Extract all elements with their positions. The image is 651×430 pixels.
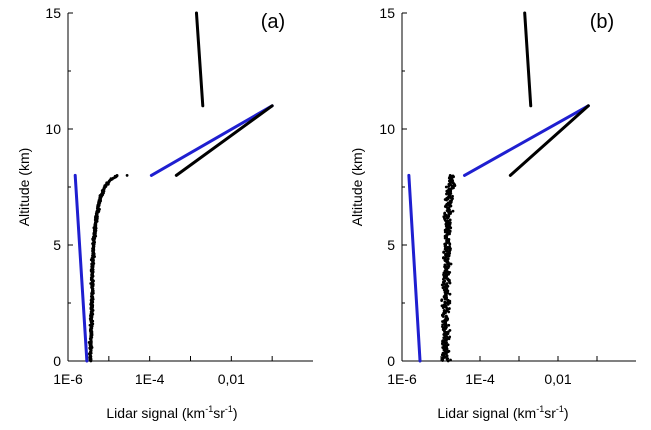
measured-point [109, 177, 113, 181]
measured-point [448, 174, 452, 177]
y-tick-label: 10 [45, 121, 61, 137]
measured-point [441, 277, 445, 281]
x-ticks: 1E-6 1E-4 0,01 [53, 356, 273, 387]
measured-point [448, 307, 451, 310]
y-tick-label: 10 [379, 121, 395, 137]
measured-point [443, 211, 447, 215]
panel-label: (b) [590, 11, 614, 33]
plot-area [407, 11, 590, 363]
x-tick-label: 0,01 [544, 371, 571, 387]
measured-point [443, 300, 447, 304]
plot-area [73, 11, 274, 363]
measured-signal-line [174, 104, 274, 177]
measured-point [442, 250, 446, 254]
measured-point [448, 245, 451, 249]
measured-point [442, 256, 445, 259]
y-tick-label: 15 [45, 5, 61, 21]
measured-point [447, 310, 451, 314]
model-signal-line [73, 173, 89, 363]
x-tick-label: 1E-6 [53, 371, 83, 387]
model-signal-line [462, 104, 590, 177]
measured-point [443, 263, 447, 267]
y-tick-label: 5 [387, 237, 395, 253]
measured-point [446, 343, 450, 347]
panel-label: (a) [261, 11, 285, 33]
measured-point [448, 328, 452, 332]
measured-point [444, 185, 448, 189]
measured-point [446, 219, 450, 223]
measured-signal-line [523, 11, 533, 108]
x-tick-label: 0,01 [218, 371, 245, 387]
measured-point [440, 298, 444, 302]
x-tick-label: 1E-4 [465, 371, 495, 387]
y-ticks: 0 5 10 15 [45, 5, 73, 369]
x-axis-label: Lidar signal (km-1sr-1) [106, 404, 237, 421]
measured-point [441, 356, 445, 360]
model-signal-line [149, 104, 274, 177]
measured-point [447, 185, 451, 188]
measured-point [451, 209, 455, 213]
measured-point [125, 174, 129, 177]
measured-point [448, 335, 452, 339]
panel-a: 0 5 10 15 1E-6 1E-4 0,01 (a) Altitude (km) Li… [16, 5, 313, 421]
x-axis-label: Lidar signal (km-1sr-1) [437, 404, 568, 421]
y-tick-label: 0 [387, 353, 395, 369]
measured-point [448, 218, 452, 222]
measured-point [444, 314, 448, 318]
measured-point [115, 174, 119, 177]
measured-point [446, 357, 450, 361]
measured-point [449, 358, 452, 362]
measured-point [451, 174, 455, 178]
panel-b: 0 5 10 15 1E-6 1E-4 0,01 (b) Altitude (km) Li… [349, 5, 636, 421]
x-tick-label: 1E-4 [135, 371, 165, 387]
measured-point [447, 323, 451, 327]
measured-point [442, 215, 446, 219]
measured-point [451, 197, 454, 201]
measured-signal-line [508, 104, 590, 177]
measured-point [447, 349, 451, 353]
measured-point [445, 341, 448, 344]
y-axis-label: Altitude (km) [16, 148, 32, 227]
measured-point [441, 351, 445, 355]
model-signal-line [407, 173, 422, 363]
y-tick-label: 15 [379, 5, 395, 21]
measured-point [446, 257, 450, 261]
y-ticks: 0 5 10 15 [379, 5, 407, 369]
y-tick-label: 5 [53, 237, 61, 253]
x-tick-label: 1E-6 [387, 371, 417, 387]
measured-point [448, 292, 452, 296]
y-tick-label: 0 [53, 353, 61, 369]
measured-point [445, 282, 449, 285]
measured-point [442, 309, 446, 312]
measured-point [451, 194, 454, 198]
x-ticks: 1E-6 1E-4 0,01 [387, 356, 598, 387]
measured-signal-line [194, 11, 205, 108]
y-axis-label: Altitude (km) [349, 148, 365, 227]
